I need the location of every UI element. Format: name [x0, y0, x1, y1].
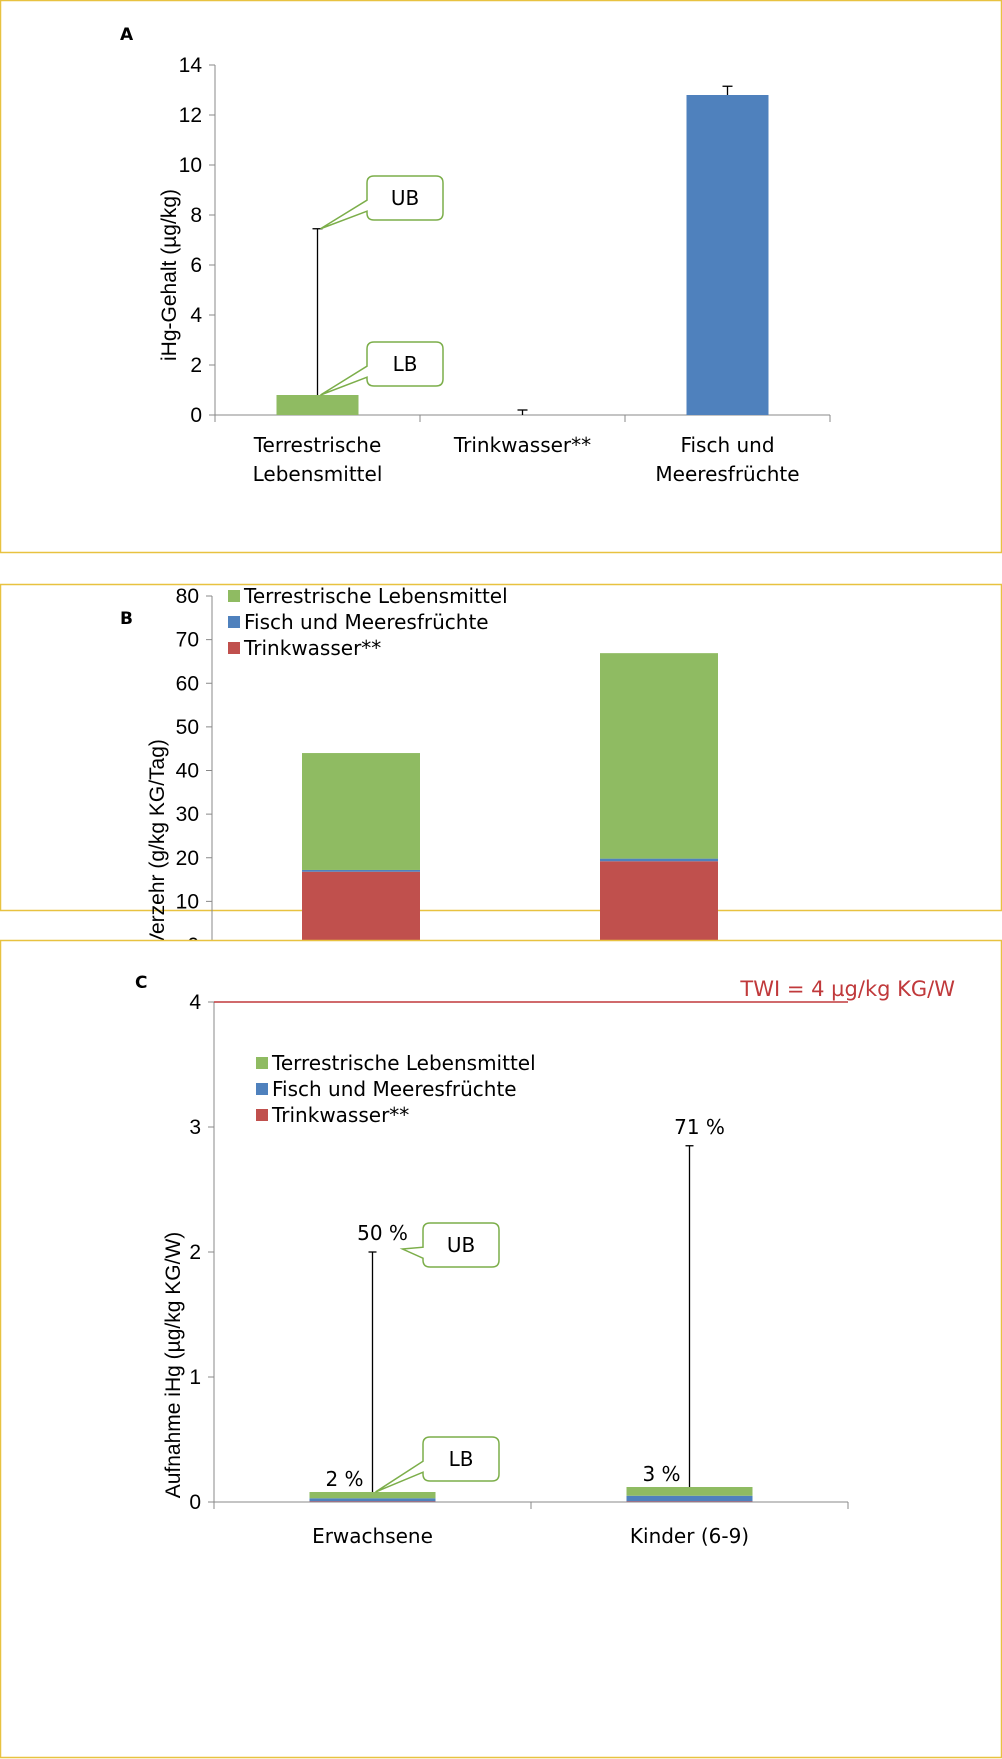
y-tick-label: 10 [179, 154, 202, 177]
y-tick-label: 40 [176, 760, 199, 783]
category-label: Meeresfrüchte [655, 462, 799, 486]
callout-label: UB [391, 186, 419, 210]
ub-percent-label: 50 % [357, 1221, 408, 1245]
y-tick-label: 60 [176, 672, 199, 695]
bar-segment [309, 1498, 436, 1502]
legend-label: Trinkwasser** [243, 636, 381, 660]
legend-swatch [256, 1057, 268, 1069]
callout-label: UB [447, 1233, 475, 1257]
y-tick-label: 1 [189, 1366, 201, 1389]
panel-a-y-ticks: 0 2 4 6 8 10 12 14 [179, 54, 216, 427]
y-tick-label: 2 [189, 1241, 201, 1264]
panel-a-frame [0, 0, 1002, 554]
legend-label: Trinkwasser** [271, 1103, 409, 1127]
legend-swatch [256, 1083, 268, 1095]
category-label: Kinder (6-9) [630, 1524, 749, 1548]
y-tick-label: 2 [190, 354, 202, 377]
panel-c-y-ticks: 0 1 2 3 4 [189, 991, 215, 1514]
y-tick-label: 8 [190, 204, 202, 227]
panel-c-plot: 2 % 50 % 3 % 71 % [213, 1001, 849, 1509]
panel-c-callouts: UB LB [375, 1222, 500, 1493]
panel-b-frame [0, 583, 1002, 912]
bar-segment [600, 861, 718, 945]
bar-segment [626, 1501, 753, 1502]
category-label: Lebensmittel [253, 462, 383, 486]
callout-bubble [399, 1222, 500, 1268]
y-tick-label: 4 [190, 304, 202, 327]
panel-a: A iHg-Gehalt (µg/kg) 0 2 4 6 8 10 12 14 Terrest… [0, 0, 1002, 554]
legend-swatch [256, 1109, 268, 1121]
panel-a-callouts: UB LB [320, 175, 444, 396]
panel-c-letter: C [135, 973, 147, 993]
callout-label: LB [449, 1447, 474, 1471]
panel-b: B Verzehr (g/kg KG/Tag) 0102030405060708… [0, 583, 1002, 989]
category-label: Trinkwasser** [453, 433, 591, 457]
y-tick-label: 10 [176, 890, 199, 913]
bar [686, 95, 769, 415]
callout-label: LB [393, 352, 418, 376]
category-label: Fisch und [680, 433, 774, 457]
panel-a-plot [214, 85, 831, 422]
lb-percent-label: 3 % [642, 1462, 680, 1486]
category-label: Erwachsene [312, 1524, 433, 1548]
bar-segment [309, 1492, 436, 1499]
panel-b-plot [211, 653, 809, 952]
bar-segment [626, 1495, 753, 1502]
bar-segment [309, 1501, 436, 1502]
panel-a-categories: Terrestrische Lebensmittel Trinkwasser** Fi… [253, 433, 800, 486]
y-tick-label: 6 [190, 254, 202, 277]
panel-c: C Aufnahme iHg (µg/kg KG/W) TWI = 4 µg/k… [0, 939, 1002, 1759]
y-tick-label: 50 [176, 716, 199, 739]
y-tick-label: 12 [179, 104, 202, 127]
bar-segment [600, 858, 718, 862]
callout-bubble [375, 1436, 500, 1493]
lb-percent-label: 2 % [325, 1467, 363, 1491]
y-tick-label: 80 [176, 585, 199, 608]
legend-label: Fisch und Meeresfrüchte [244, 610, 489, 634]
y-tick-label: 0 [189, 1491, 201, 1514]
panel-c-frame [0, 939, 1002, 1759]
bar-segment [600, 653, 718, 859]
bar-segment [626, 1487, 753, 1496]
panel-c-categories: Erwachsene Kinder (6-9) [312, 1524, 749, 1548]
bar [276, 395, 359, 415]
panel-c-y-axis-title: Aufnahme iHg (µg/kg KG/W) [162, 1232, 185, 1499]
y-tick-label: 3 [189, 1116, 201, 1139]
panel-a-letter: A [120, 25, 134, 45]
y-tick-label: 30 [176, 803, 199, 826]
bar-segment [302, 753, 420, 870]
bar-segment [302, 869, 420, 872]
panel-b-letter: B [120, 609, 133, 629]
legend-label: Terrestrische Lebensmittel [243, 584, 508, 608]
callout-bubble [320, 175, 444, 230]
y-tick-label: 14 [179, 54, 203, 77]
panel-a-y-axis-title: iHg-Gehalt (µg/kg) [158, 189, 181, 361]
category-label: Terrestrische [253, 433, 382, 457]
ub-percent-label: 71 % [674, 1115, 725, 1139]
y-tick-label: 0 [190, 404, 202, 427]
y-tick-label: 20 [176, 847, 199, 870]
bar-segment [302, 871, 420, 945]
legend-label: Fisch und Meeresfrüchte [272, 1077, 517, 1101]
legend-label: Terrestrische Lebensmittel [271, 1051, 536, 1075]
legend-swatch [228, 590, 240, 602]
y-tick-label: 4 [189, 991, 201, 1014]
legend-swatch [228, 616, 240, 628]
panel-b-y-axis-title: Verzehr (g/kg KG/Tag) [146, 739, 169, 947]
legend-swatch [228, 642, 240, 654]
y-tick-label: 70 [176, 629, 199, 652]
twi-label: TWI = 4 µg/kg KG/W [739, 977, 955, 1001]
callout-bubble [320, 341, 444, 396]
